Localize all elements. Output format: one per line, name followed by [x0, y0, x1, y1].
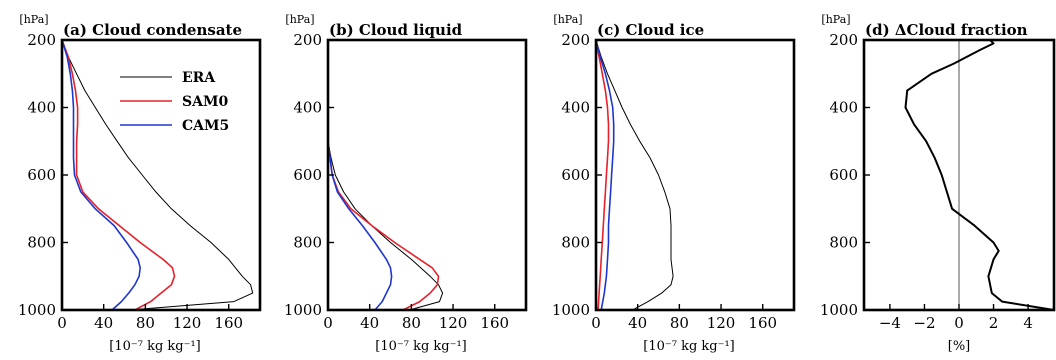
- panel-title: (a) Cloud condensate: [63, 21, 242, 39]
- series-line-era: [61, 39, 254, 311]
- x-axis-label: [%]: [948, 339, 971, 354]
- x-tick-label: −2: [913, 314, 935, 332]
- x-tick-label: 40: [628, 314, 647, 332]
- x-tick-label: 80: [402, 314, 421, 332]
- x-tick-label: 0: [591, 314, 601, 332]
- x-tick-label: 0: [323, 314, 333, 332]
- y-tick-label: 1000: [552, 301, 590, 319]
- y-tick-label: 800: [27, 234, 56, 252]
- y-tick-label: 200: [27, 31, 56, 49]
- panel-title: (c) Cloud ice: [597, 21, 704, 39]
- y-tick-label: 1000: [820, 301, 858, 319]
- x-tick-label: 40: [94, 314, 113, 332]
- x-tick-label: 160: [214, 314, 243, 332]
- x-axis-label: [10⁻⁷ kg kg⁻¹]: [375, 339, 467, 354]
- x-tick-label: 2: [989, 314, 999, 332]
- x-tick-label: −4: [879, 314, 901, 332]
- series-line-cam5: [327, 141, 393, 311]
- legend-label-cam5: CAM5: [182, 118, 229, 134]
- x-tick-label: 0: [57, 314, 67, 332]
- x-tick-label: 160: [480, 314, 509, 332]
- plot-frame: [326, 38, 528, 312]
- legend-label-sam0: SAM0: [182, 94, 228, 110]
- series-line-era: [595, 39, 674, 311]
- x-tick-label: 80: [136, 314, 155, 332]
- x-tick-label: 120: [707, 314, 736, 332]
- series-line-sam0: [327, 141, 440, 311]
- x-tick-label: 0: [954, 314, 964, 332]
- x-tick-label: 120: [439, 314, 468, 332]
- panel-d: 200 400 600 800 1000 −4 −2 0 2 4 [hPa] (d) ΔCloud f…: [820, 13, 1056, 354]
- y-tick-label: 400: [27, 99, 56, 117]
- plot-frame: [594, 38, 796, 312]
- x-axis-label: [10⁻⁷ kg kg⁻¹]: [109, 339, 201, 354]
- series-line-era: [327, 141, 444, 311]
- x-tick-label: 120: [173, 314, 202, 332]
- y-tick-label: 800: [561, 234, 590, 252]
- x-tick-label: 4: [1023, 314, 1033, 332]
- legend: ERA SAM0 CAM5: [120, 70, 229, 134]
- x-tick-label: 160: [748, 314, 777, 332]
- y-tick-label: 600: [27, 166, 56, 184]
- y-unit-label: [hPa]: [285, 13, 314, 26]
- series-line-sam0: [595, 39, 610, 311]
- y-tick-label: 400: [293, 99, 322, 117]
- y-tick-label: 1000: [18, 301, 56, 319]
- series-line-sam0: [61, 39, 176, 311]
- plot-frame: [60, 38, 262, 312]
- y-tick-label: 1000: [284, 301, 322, 319]
- y-tick-label: 400: [829, 99, 858, 117]
- y-tick-label: 200: [561, 31, 590, 49]
- series-line-cam5: [61, 39, 141, 311]
- y-tick-label: 200: [829, 31, 858, 49]
- series-line-delta: [904, 39, 1055, 311]
- y-tick-label: 200: [293, 31, 322, 49]
- x-axis-label: [10⁻⁷ kg kg⁻¹]: [643, 339, 735, 354]
- panel-title: (b) Cloud liquid: [329, 21, 463, 39]
- y-unit-label: [hPa]: [553, 13, 582, 26]
- y-unit-label: [hPa]: [821, 13, 850, 26]
- y-tick-label: 800: [829, 234, 858, 252]
- y-tick-label: 400: [561, 99, 590, 117]
- series-line-cam5: [595, 39, 615, 311]
- y-tick-label: 800: [293, 234, 322, 252]
- y-tick-label: 600: [561, 166, 590, 184]
- legend-label-era: ERA: [182, 70, 216, 86]
- y-tick-label: 600: [829, 166, 858, 184]
- y-unit-label: [hPa]: [19, 13, 48, 26]
- x-tick-label: 80: [670, 314, 689, 332]
- x-tick-label: 40: [360, 314, 379, 332]
- y-tick-label: 600: [293, 166, 322, 184]
- panel-title: (d) ΔCloud fraction: [865, 21, 1028, 39]
